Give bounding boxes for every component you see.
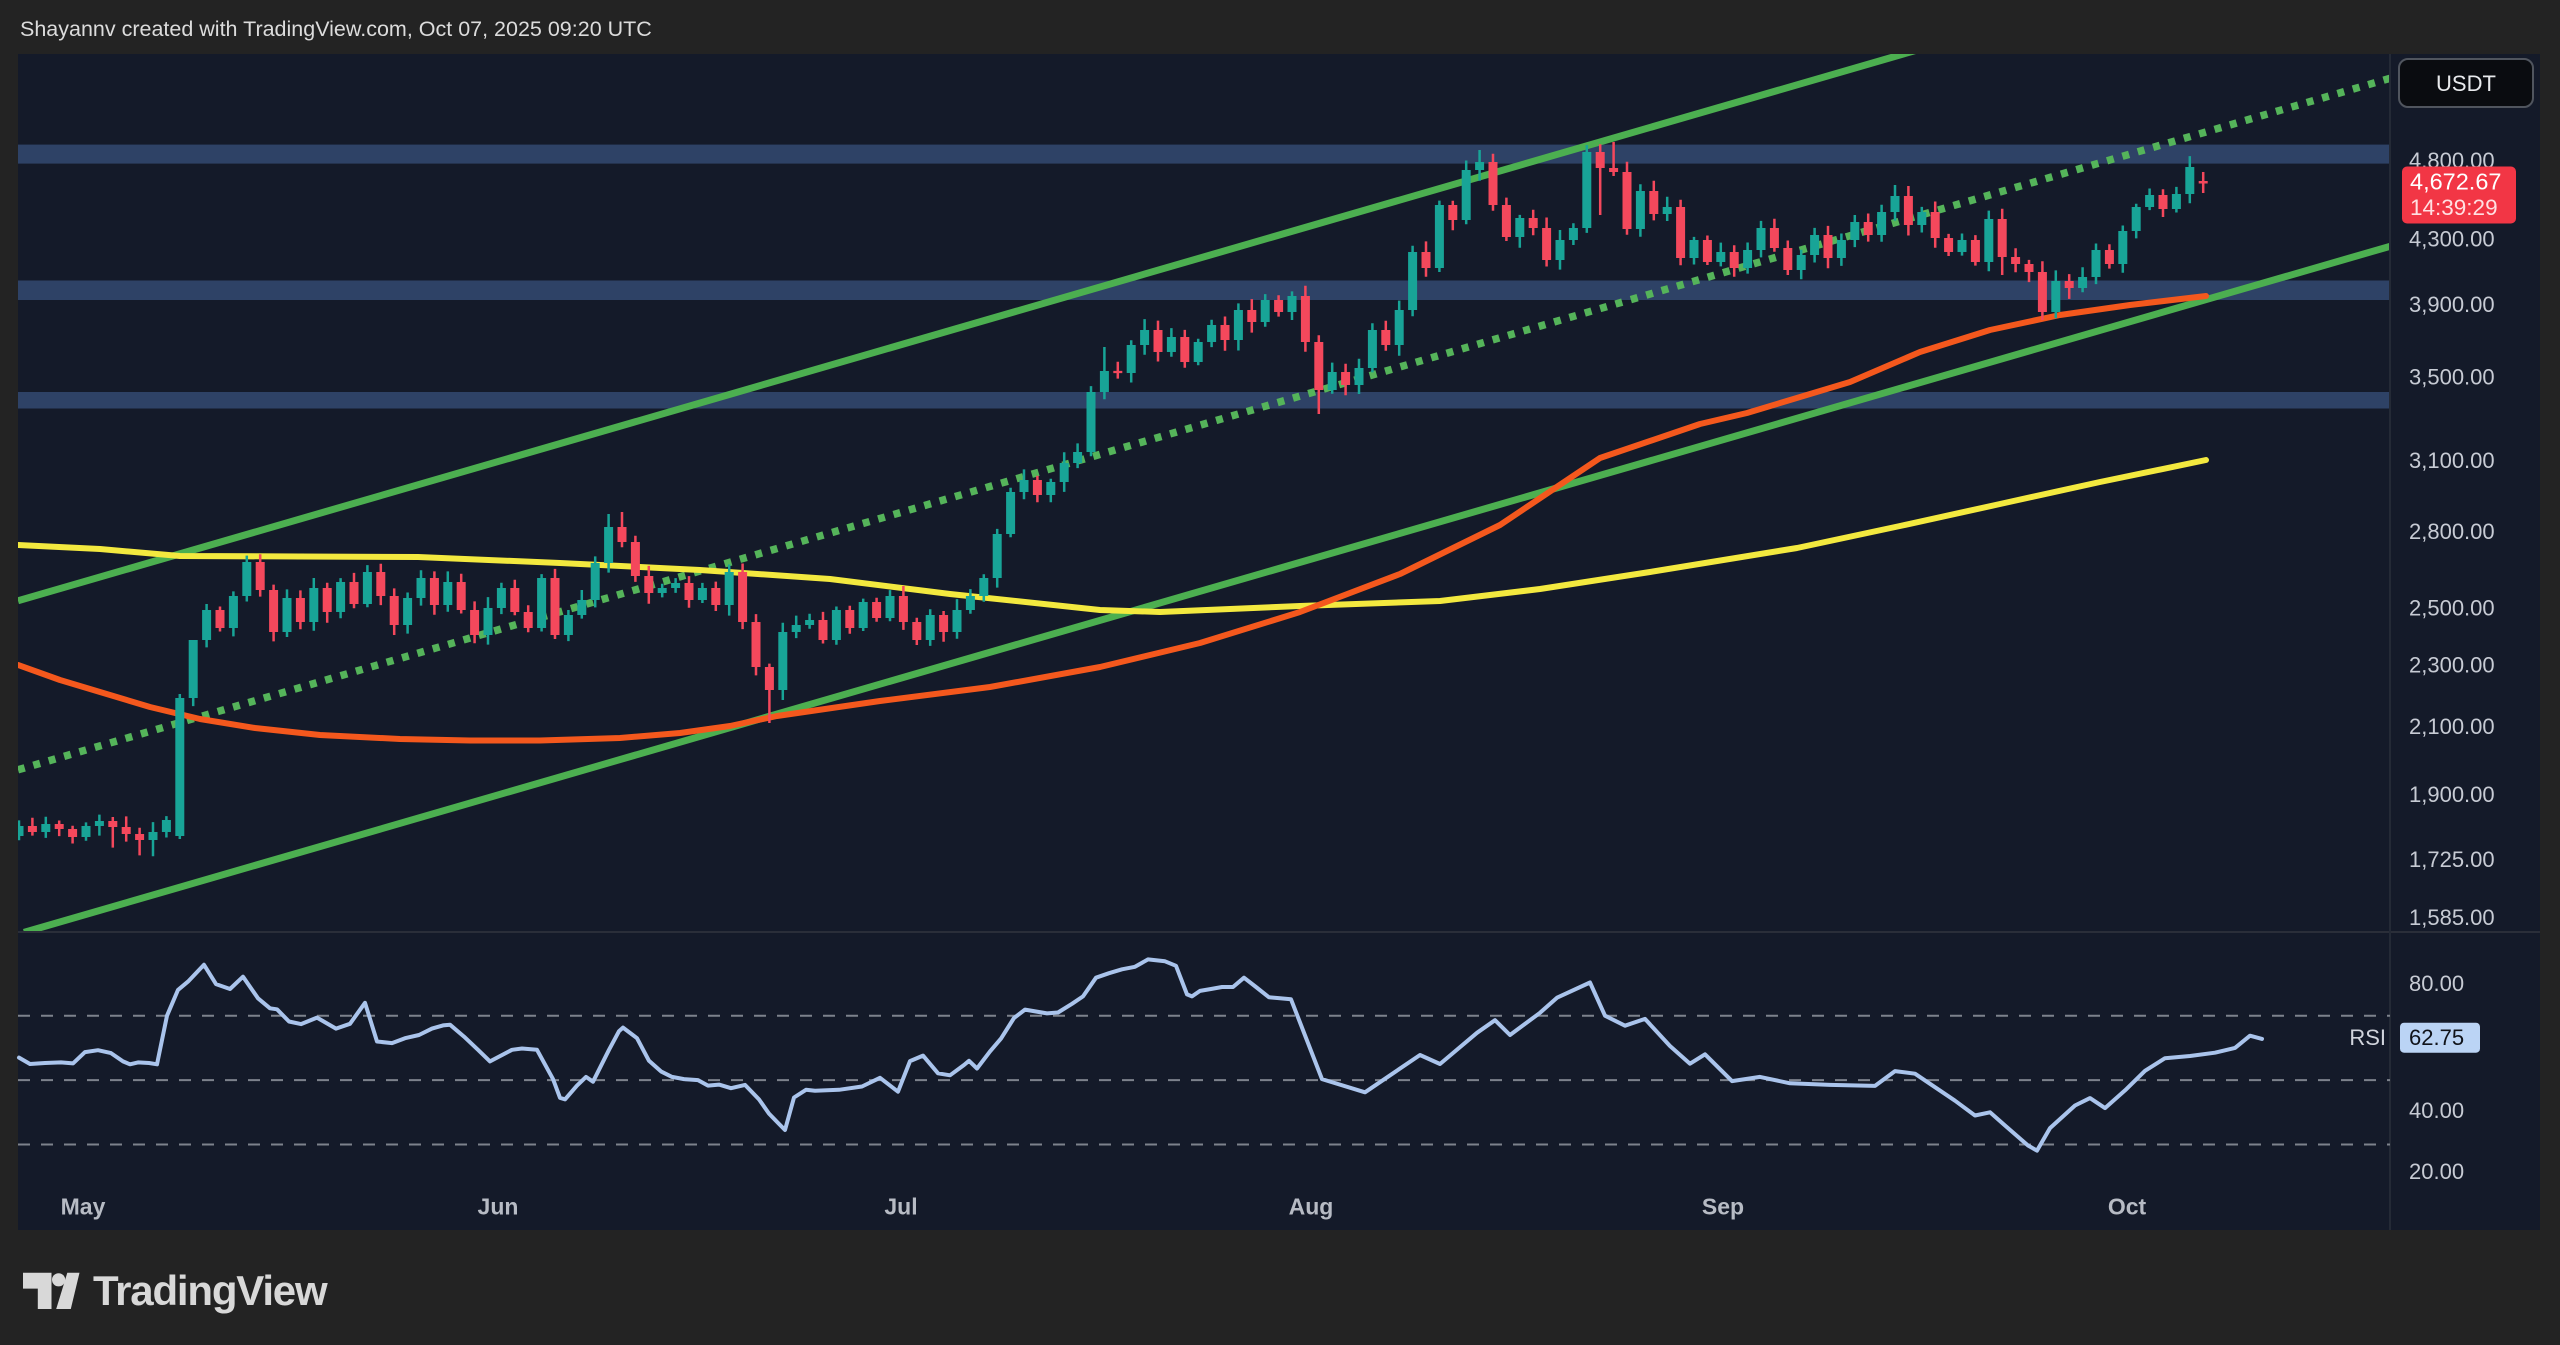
svg-text:TradingView: TradingView [93, 1267, 328, 1314]
svg-text:RSI: RSI [2349, 1025, 2386, 1050]
svg-text:1,585.00: 1,585.00 [2409, 905, 2495, 930]
svg-text:Oct: Oct [2108, 1194, 2147, 1220]
svg-text:Jun: Jun [478, 1194, 519, 1220]
svg-text:2,300.00: 2,300.00 [2409, 653, 2495, 678]
svg-text:3,900.00: 3,900.00 [2409, 292, 2495, 317]
svg-text:20.00: 20.00 [2409, 1159, 2464, 1184]
svg-text:1,725.00: 1,725.00 [2409, 847, 2495, 872]
svg-text:40.00: 40.00 [2409, 1098, 2464, 1123]
svg-text:Shayannv created with TradingV: Shayannv created with TradingView.com, O… [20, 17, 652, 41]
svg-text:2,100.00: 2,100.00 [2409, 714, 2495, 739]
svg-text:4,672.67: 4,672.67 [2410, 169, 2501, 195]
svg-text:Aug: Aug [1289, 1194, 1334, 1220]
svg-text:USDT: USDT [2436, 71, 2496, 96]
svg-text:1,900.00: 1,900.00 [2409, 782, 2495, 807]
svg-text:4,300.00: 4,300.00 [2409, 227, 2495, 252]
svg-text:14:39:29: 14:39:29 [2410, 195, 2498, 220]
svg-text:80.00: 80.00 [2409, 971, 2464, 996]
svg-text:2,500.00: 2,500.00 [2409, 596, 2495, 621]
svg-text:2,800.00: 2,800.00 [2409, 519, 2495, 544]
svg-text:May: May [61, 1194, 106, 1220]
svg-text:62.75: 62.75 [2409, 1025, 2464, 1050]
svg-text:Sep: Sep [1702, 1194, 1744, 1220]
svg-text:3,100.00: 3,100.00 [2409, 448, 2495, 473]
svg-text:3,500.00: 3,500.00 [2409, 365, 2495, 390]
svg-text:Jul: Jul [884, 1194, 917, 1220]
